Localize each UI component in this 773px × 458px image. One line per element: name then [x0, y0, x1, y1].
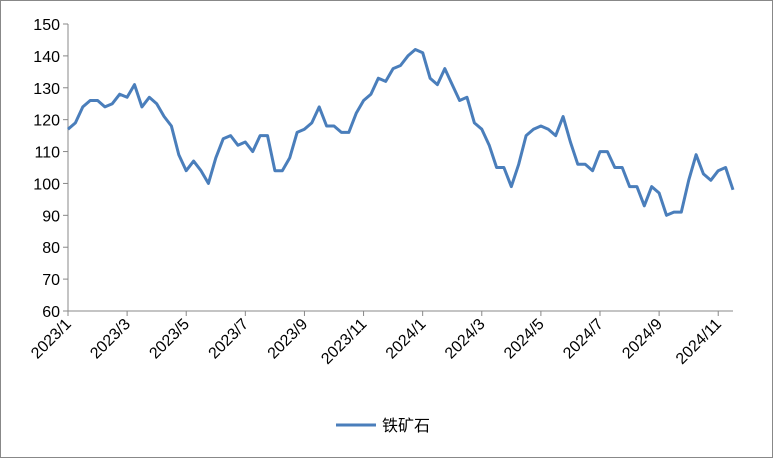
- y-tick-label: 100: [33, 176, 60, 193]
- y-tick-label: 140: [33, 49, 60, 66]
- y-tick-label: 120: [33, 113, 60, 130]
- y-tick-label: 70: [42, 272, 60, 289]
- y-tick-label: 110: [34, 145, 60, 162]
- y-tick-label: 80: [42, 240, 60, 257]
- series-line: [67, 48, 735, 217]
- y-tick-label: 90: [42, 208, 60, 225]
- y-tick-label: 130: [33, 81, 60, 98]
- y-tick-label: 150: [33, 17, 60, 34]
- legend-label: 铁矿石: [382, 417, 430, 435]
- y-tick-label: 60: [42, 304, 60, 321]
